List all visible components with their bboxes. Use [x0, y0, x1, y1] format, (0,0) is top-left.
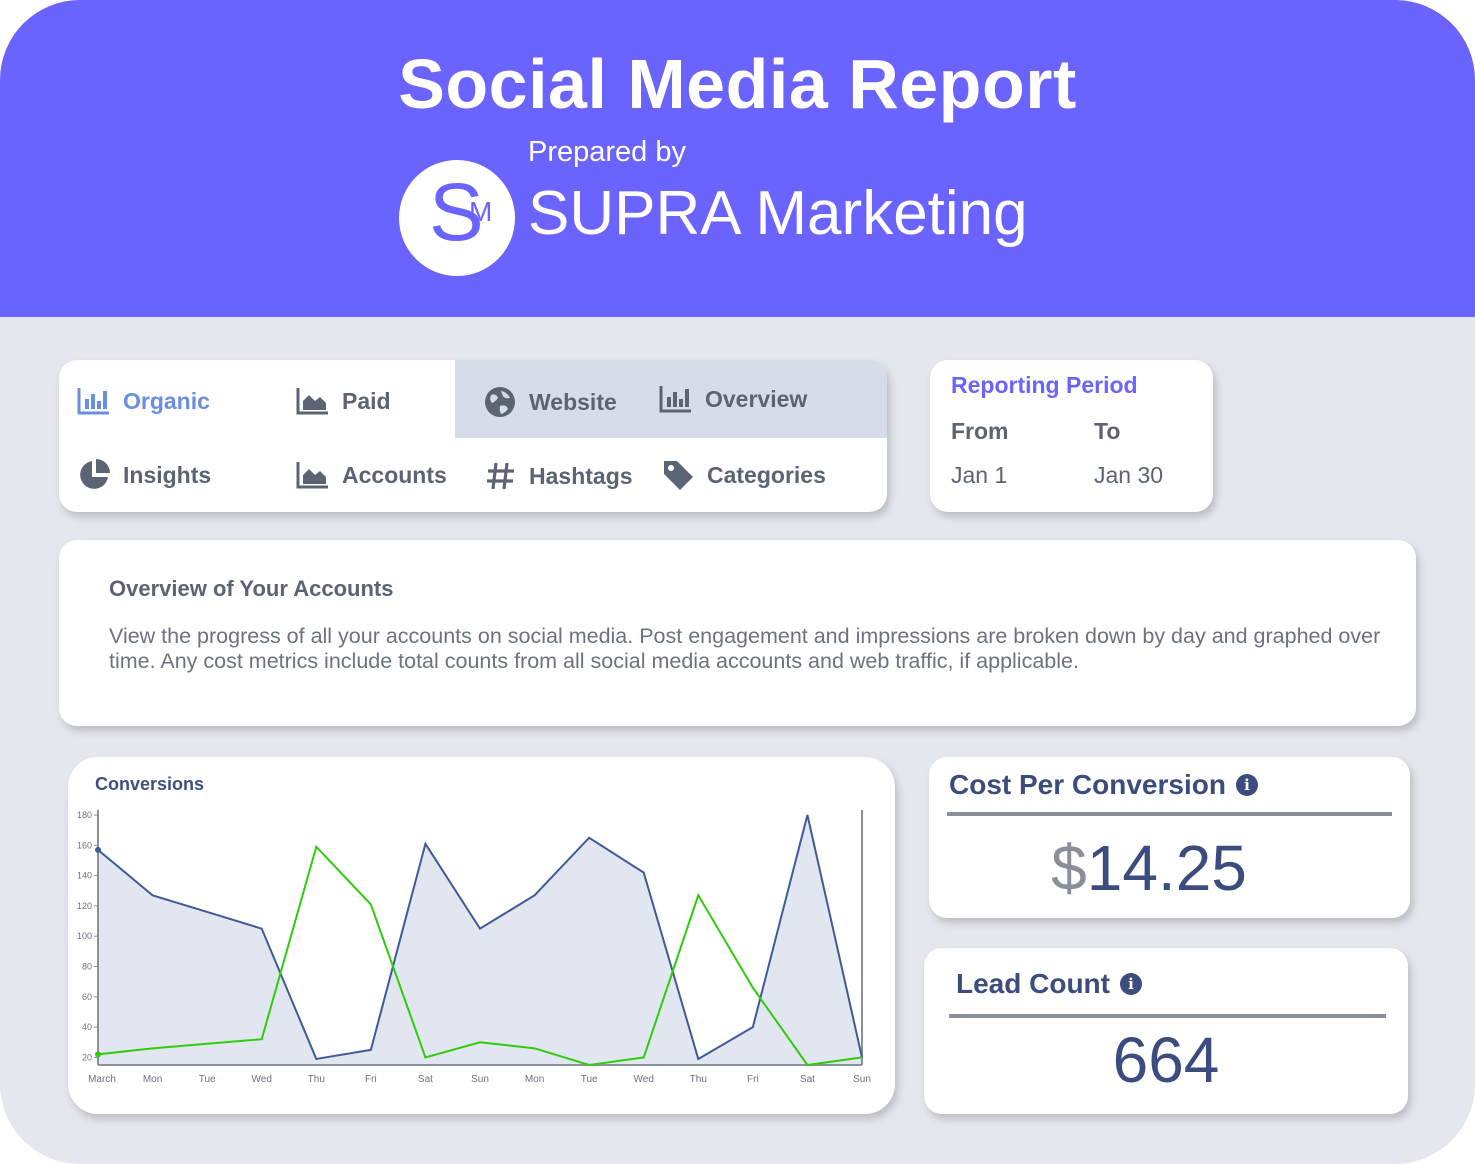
data-point: [95, 1051, 101, 1058]
lead-count-card: Lead Count i 664: [924, 948, 1408, 1114]
overview-title: Overview of Your Accounts: [109, 576, 394, 601]
x-tick-label: Mon: [143, 1074, 162, 1085]
x-tick-label: Sun: [853, 1074, 871, 1085]
company-logo: S M: [399, 160, 515, 276]
y-tick-label: 160: [77, 840, 92, 850]
from-date[interactable]: Jan 1: [951, 462, 1008, 488]
lead-title: Lead Count i: [956, 968, 1142, 1000]
cost-per-conversion-card: Cost Per Conversion i $14.25: [929, 757, 1410, 918]
y-tick-label: 120: [77, 901, 92, 911]
data-point: [95, 846, 101, 853]
nav-label-paid: Paid: [342, 387, 391, 414]
globe-icon: [485, 387, 515, 417]
cpc-value: $14.25: [929, 831, 1369, 905]
cpc-amount: 14.25: [1086, 832, 1247, 904]
nav-item-overview[interactable]: Overview: [659, 384, 807, 414]
nav-label-hashtags: Hashtags: [529, 462, 633, 489]
nav-item-categories[interactable]: Categories: [661, 458, 826, 492]
reporting-period-title: Reporting Period: [951, 372, 1138, 398]
nav-label-accounts: Accounts: [342, 461, 447, 488]
hashtag-icon: [487, 462, 514, 490]
company-name: SUPRA Marketing: [528, 179, 1028, 248]
overview-description: View the progress of all your accounts o…: [109, 624, 1381, 673]
x-tick-label: Thu: [690, 1074, 707, 1085]
area-chart-icon: [296, 388, 328, 415]
x-tick-label: Wed: [634, 1074, 654, 1085]
divider: [949, 1014, 1386, 1018]
x-tick-label: Sun: [471, 1074, 489, 1085]
logo-letter-s: S: [429, 167, 484, 258]
nav-menu: Organic Paid Website: [59, 360, 887, 512]
info-icon[interactable]: i: [1235, 774, 1258, 796]
bar-chart-icon: [77, 388, 109, 415]
y-tick-label: 80: [82, 962, 92, 972]
x-tick-label: Tue: [581, 1074, 598, 1085]
info-icon[interactable]: i: [1120, 973, 1142, 995]
overview-card: Overview of Your Accounts View the progr…: [59, 540, 1416, 726]
bar-chart-icon: [659, 386, 691, 413]
divider: [947, 812, 1392, 816]
page-title: Social Media Report: [398, 45, 1077, 123]
pie-chart-icon: [80, 459, 110, 489]
x-tick-label: Thu: [308, 1074, 325, 1085]
area-chart-icon: [296, 462, 328, 489]
to-date[interactable]: Jan 30: [1094, 462, 1164, 488]
conversions-chart-card: Conversions 20 40 60 80 100 120 140 160 180 March…: [68, 757, 895, 1114]
chart-title: Conversions: [95, 774, 205, 794]
nav-item-website[interactable]: Website: [483, 385, 617, 419]
x-tick-label: Sat: [800, 1074, 815, 1085]
y-tick-label: 40: [82, 1022, 92, 1032]
x-tick-label: Sat: [418, 1074, 433, 1085]
nav-item-paid[interactable]: Paid: [296, 386, 391, 416]
nav-label-insights: Insights: [123, 461, 212, 488]
nav-label-overview: Overview: [705, 385, 808, 412]
report-header: Social Media Report Prepared by S M SUPR…: [0, 0, 1475, 317]
nav-label-organic: Organic: [123, 387, 210, 414]
x-tick-label: Fri: [365, 1074, 377, 1085]
lead-title-text: Lead Count: [956, 968, 1110, 999]
nav-item-insights[interactable]: Insights: [77, 458, 211, 492]
to-label: To: [1094, 418, 1121, 444]
series-area-fill: [98, 815, 862, 1065]
nav-label-categories: Categories: [707, 461, 826, 488]
nav-item-hashtags[interactable]: Hashtags: [485, 460, 633, 492]
x-tick-label: Fri: [747, 1074, 759, 1085]
x-tick-label: Tue: [199, 1074, 216, 1085]
conversions-chart: 20 40 60 80 100 120 140 160 180 March Mon Tue Wed Thu…: [77, 810, 871, 1085]
tag-icon: [664, 461, 693, 490]
reporting-period-card: Reporting Period From To Jan 1 Jan 30: [930, 360, 1213, 512]
cpc-title-text: Cost Per Conversion: [949, 769, 1226, 800]
logo-letter-m: M: [469, 196, 493, 227]
nav-item-organic[interactable]: Organic: [77, 386, 210, 416]
y-tick-label: 140: [77, 871, 92, 881]
cpc-title: Cost Per Conversion i: [949, 769, 1258, 801]
y-tick-label: 20: [82, 1052, 92, 1062]
x-tick-label: Wed: [252, 1074, 272, 1085]
x-tick-label: March: [88, 1074, 116, 1085]
lead-value: 664: [1112, 1024, 1220, 1096]
from-label: From: [951, 418, 1009, 444]
y-tick-label: 180: [77, 810, 92, 820]
y-tick-label: 60: [82, 992, 92, 1002]
currency-symbol: $: [1051, 832, 1087, 904]
x-tick-label: Mon: [525, 1074, 544, 1085]
y-tick-label: 100: [77, 931, 92, 941]
prepared-by-label: Prepared by: [528, 136, 686, 168]
nav-item-accounts[interactable]: Accounts: [296, 460, 447, 490]
nav-label-website: Website: [529, 388, 617, 415]
